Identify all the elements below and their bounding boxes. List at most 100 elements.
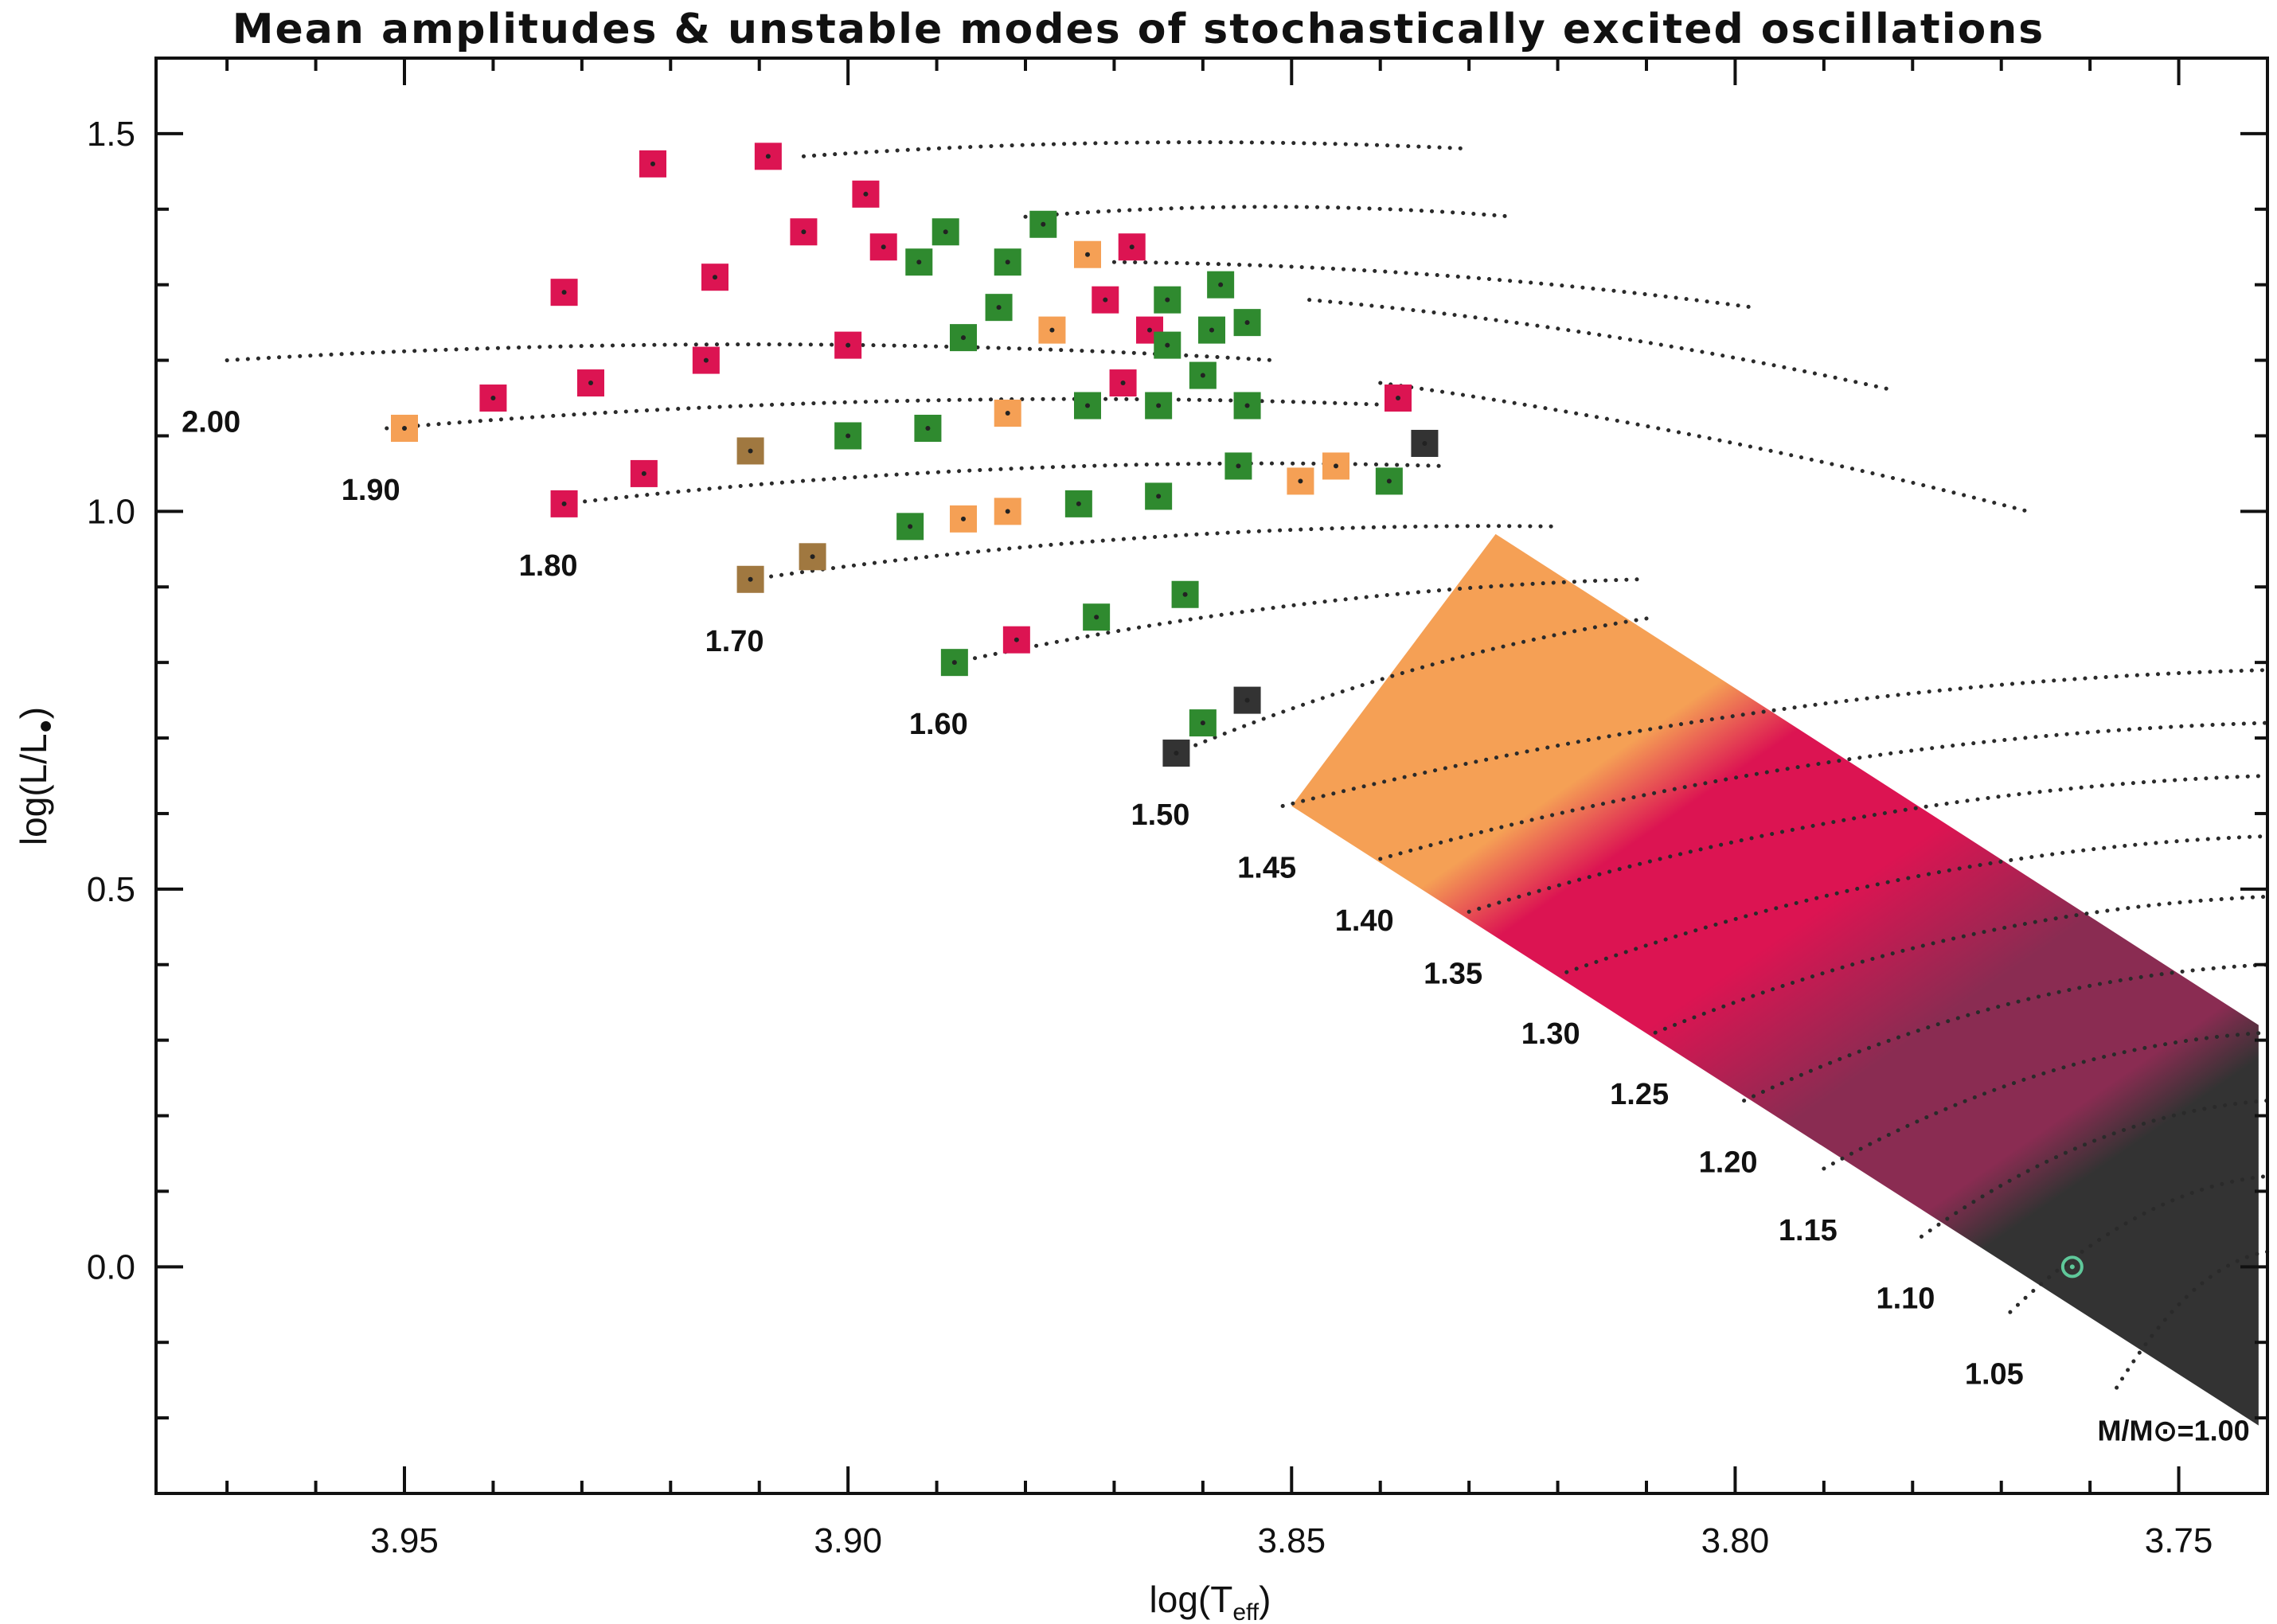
- x-tick-label: 3.75: [2145, 1521, 2213, 1560]
- data-point: [905, 248, 933, 276]
- data-point-center: [1085, 403, 1090, 408]
- mass-label: 1.90: [342, 474, 400, 507]
- data-point: [736, 437, 764, 465]
- data-point-center: [1005, 411, 1010, 416]
- data-point-center: [1165, 342, 1170, 348]
- evolutionary-track-strip-15: [2115, 1249, 2270, 1390]
- data-point: [630, 459, 658, 487]
- data-point: [1375, 467, 1403, 495]
- data-point: [754, 142, 782, 170]
- data-point-center: [1165, 297, 1170, 303]
- data-point-center: [1103, 297, 1108, 303]
- data-point: [1118, 233, 1146, 261]
- data-point: [1189, 709, 1217, 737]
- evolutionary-track-strip-13: [1919, 1099, 2270, 1239]
- data-point-center: [1386, 478, 1392, 484]
- data-point-center: [1298, 478, 1303, 484]
- data-point: [1233, 686, 1261, 714]
- data-point-center: [1200, 720, 1205, 726]
- mass-label: 1.05: [1965, 1357, 2024, 1391]
- data-point: [1233, 309, 1261, 337]
- evolutionary-track-strip-11: [1742, 962, 2270, 1103]
- sun-marker: [2060, 1255, 2084, 1279]
- data-point: [1322, 452, 1349, 480]
- data-point: [639, 150, 666, 178]
- data-point-center: [951, 660, 957, 666]
- data-point: [834, 422, 862, 450]
- data-point: [692, 346, 720, 374]
- data-point-center: [1014, 637, 1019, 642]
- data-point-center: [961, 335, 966, 341]
- y-tick-label: 1.5: [87, 115, 135, 154]
- data-point: [701, 264, 728, 291]
- evolutionary-tracks: [225, 140, 2270, 1390]
- data-point-center: [748, 448, 753, 454]
- evolutionary-track-upper-0: [801, 140, 1471, 158]
- evolutionary-track-strip-12: [1822, 1030, 2270, 1171]
- data-point-center: [765, 154, 771, 159]
- data-point: [550, 490, 578, 517]
- data-point: [834, 331, 862, 359]
- data-point-center: [1005, 260, 1010, 265]
- data-point-center: [1422, 440, 1428, 446]
- data-point: [1224, 452, 1252, 480]
- data-point-center: [1218, 282, 1224, 287]
- y-axis-label-sun-subscript: ●: [32, 719, 58, 733]
- mass-label: 2.00: [182, 406, 240, 439]
- data-point: [896, 513, 924, 541]
- mass-label: 1.35: [1424, 957, 1482, 990]
- data-point-center: [1076, 501, 1081, 506]
- data-point: [1162, 740, 1190, 767]
- data-point-center: [588, 381, 593, 386]
- x-tick-label: 3.95: [370, 1521, 439, 1560]
- data-point-center: [1334, 463, 1338, 469]
- data-point: [1411, 429, 1439, 457]
- data-point-center: [1049, 327, 1055, 333]
- data-point: [1189, 361, 1217, 389]
- data-point-center: [916, 260, 922, 265]
- axis-tick-labels: 3.95 3.90 3.85 3.80 3.75 0.0 0.5 1.0 1.5: [87, 115, 2213, 1560]
- axis-ticks: [156, 58, 2269, 1495]
- data-point-center: [1174, 751, 1179, 756]
- x-tick-label: 3.90: [814, 1521, 882, 1560]
- evolutionary-track-strip-10: [1653, 894, 2270, 1035]
- data-point: [1092, 286, 1119, 314]
- evolutionary-track-1: [385, 396, 1409, 431]
- data-point: [799, 543, 826, 571]
- plot-frame: [154, 57, 2269, 1495]
- evolutionary-track-strip-7: [1378, 720, 2270, 861]
- data-point: [1154, 286, 1181, 314]
- data-point-center: [1005, 509, 1010, 514]
- evolutionary-track-upper-1: [1023, 205, 1516, 219]
- mass-label: 1.25: [1610, 1078, 1669, 1111]
- data-point-center: [561, 501, 567, 506]
- data-point: [994, 248, 1021, 276]
- data-point-center: [1244, 697, 1250, 703]
- data-points: [391, 142, 1439, 767]
- data-point: [1002, 626, 1030, 654]
- data-point-center: [1094, 615, 1099, 620]
- y-tick-label: 1.0: [87, 492, 135, 531]
- evolutionary-track-0: [225, 342, 1276, 363]
- data-point: [1083, 603, 1111, 631]
- data-point-center: [1244, 320, 1250, 326]
- data-point: [1171, 580, 1199, 608]
- data-point-center: [996, 305, 1002, 310]
- data-point-center: [402, 425, 407, 431]
- data-point: [1287, 467, 1314, 495]
- evolutionary-track-3: [748, 524, 1560, 582]
- data-point: [1038, 316, 1066, 344]
- data-point-center: [748, 576, 753, 582]
- data-point-center: [490, 396, 496, 401]
- data-point: [985, 294, 1013, 322]
- data-point-center: [1209, 327, 1214, 333]
- data-point-center: [943, 229, 948, 235]
- data-point-center: [1182, 591, 1188, 597]
- mass-label: 1.15: [1779, 1214, 1838, 1247]
- x-axis-label-subscript: eff: [1232, 1599, 1259, 1624]
- data-point-center: [908, 524, 913, 529]
- evolutionary-track-upper-4: [1378, 381, 2030, 513]
- data-point-center: [641, 470, 646, 476]
- data-point-center: [1396, 396, 1400, 401]
